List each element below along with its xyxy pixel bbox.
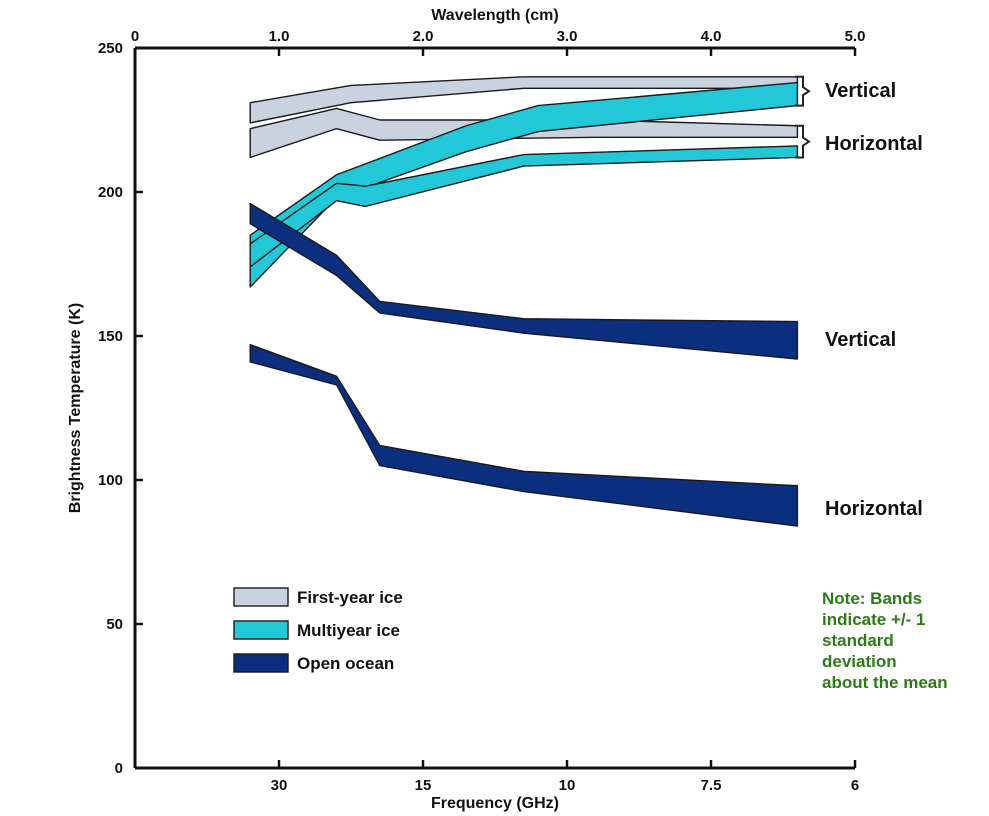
- frequency-tick-label: 10: [559, 777, 576, 794]
- y-tick-label: 0: [115, 760, 123, 777]
- wavelength-tick-label: 3.0: [557, 28, 578, 45]
- wavelength-tick-label: 1.0: [269, 28, 290, 45]
- frequency-tick-label: 6: [851, 777, 859, 794]
- band-multiyear-ice-horizontal: [249, 145, 799, 268]
- legend-label-open-ocean: Open ocean: [297, 654, 394, 673]
- band-open-ocean-vertical: [249, 202, 799, 360]
- y-tick-label: 250: [98, 40, 123, 57]
- x-axis-title: Frequency (GHz): [431, 795, 559, 812]
- legend: First-year ice Multiyear ice Open ocean: [233, 587, 403, 673]
- axes-layer: 0 50 100 150 200 250 0 1.0 2.0 3.0 4.0 5.0 30 15 10 7.5…: [67, 7, 865, 812]
- ice-horizontal-label: Horizontal: [825, 133, 923, 155]
- legend-swatch-multiyear-ice: [233, 620, 289, 640]
- bands-layer: [249, 76, 799, 527]
- ice-vertical-label: Vertical: [825, 80, 896, 102]
- note: Note: Bands indicate +/- 1 standard deviati…: [822, 589, 948, 692]
- note-line: standard: [822, 631, 894, 650]
- frequency-tick-label: 15: [415, 777, 432, 794]
- frequency-tick-label: 7.5: [701, 777, 722, 794]
- y-tick-label: 150: [98, 328, 123, 345]
- vertical-ice-brace: [795, 75, 811, 107]
- y-axis-title: Brightness Temperature (K): [67, 303, 84, 513]
- y-tick-label: 200: [98, 184, 123, 201]
- wavelength-tick-label: 4.0: [701, 28, 722, 45]
- ocean-horizontal-label: Horizontal: [825, 498, 923, 520]
- note-line: indicate +/- 1: [822, 610, 925, 629]
- note-line: Note: Bands: [822, 589, 922, 608]
- horizontal-ice-brace: [795, 124, 811, 159]
- labels-layer: Vertical Horizontal Vertical Horizontal: [795, 75, 923, 520]
- legend-label-multiyear-ice: Multiyear ice: [297, 621, 400, 640]
- ocean-vertical-label: Vertical: [825, 329, 896, 351]
- note-line: deviation: [822, 652, 897, 671]
- frequency-tick-label: 30: [271, 777, 288, 794]
- note-line: about the mean: [822, 673, 948, 692]
- legend-label-first-year-ice: First-year ice: [297, 588, 403, 607]
- y-tick-label: 50: [106, 616, 123, 633]
- legend-swatch-open-ocean: [233, 653, 289, 673]
- wavelength-tick-label: 5.0: [845, 28, 866, 45]
- wavelength-tick-label: 0: [131, 28, 139, 45]
- legend-swatch-first-year-ice: [233, 587, 289, 607]
- y-tick-label: 100: [98, 472, 123, 489]
- wavelength-tick-label: 2.0: [413, 28, 434, 45]
- x2-axis-title: Wavelength (cm): [431, 7, 558, 24]
- band-open-ocean-horizontal: [249, 343, 799, 527]
